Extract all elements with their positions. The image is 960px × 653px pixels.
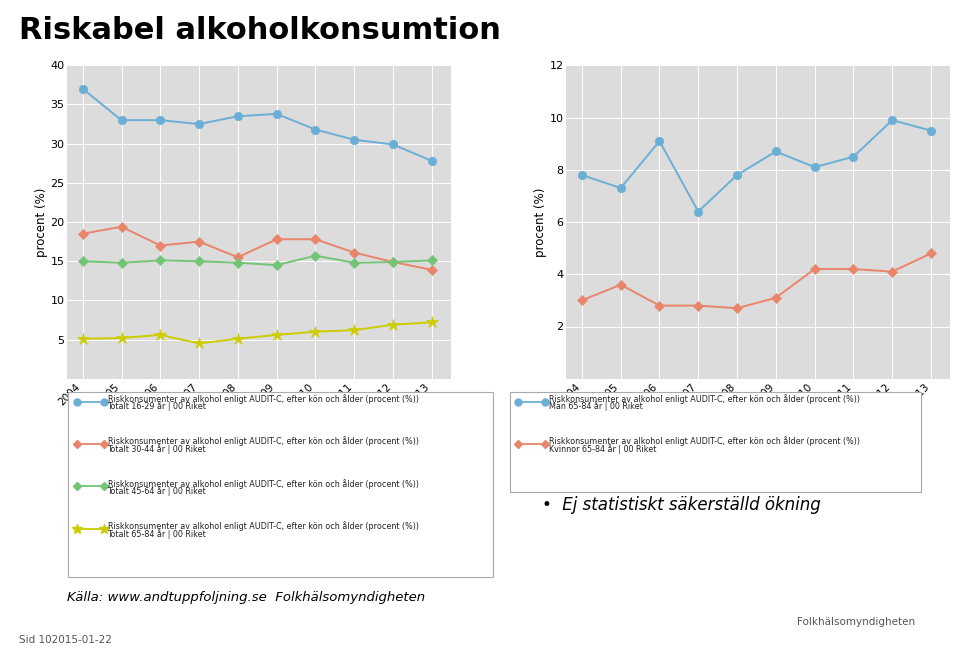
Text: Män 65-84 år | 00 Riket: Män 65-84 år | 00 Riket bbox=[549, 402, 643, 411]
Text: Riskabel alkoholkonsumtion: Riskabel alkoholkonsumtion bbox=[19, 16, 501, 45]
Text: Totalt 16-29 år | 00 Riket: Totalt 16-29 år | 00 Riket bbox=[108, 402, 206, 411]
Text: Riskkonsumenter av alkohol enligt AUDIT-C, efter kön och ålder (procent (%)): Riskkonsumenter av alkohol enligt AUDIT-… bbox=[108, 521, 419, 531]
Text: Folkhälsomyndigheten: Folkhälsomyndigheten bbox=[797, 617, 915, 627]
Text: Källa: www.andtuppfoljning.se  Folkhälsomyndigheten: Källa: www.andtuppfoljning.se Folkhälsom… bbox=[67, 591, 425, 604]
Text: Riskkonsumenter av alkohol enligt AUDIT-C, efter kön och ålder (procent (%)): Riskkonsumenter av alkohol enligt AUDIT-… bbox=[108, 479, 419, 488]
Text: Riskkonsumenter av alkohol enligt AUDIT-C, efter kön och ålder (procent (%)): Riskkonsumenter av alkohol enligt AUDIT-… bbox=[549, 436, 860, 446]
Text: Totalt 30-44 år | 00 Riket: Totalt 30-44 år | 00 Riket bbox=[108, 444, 206, 454]
Text: Totalt 45-64 år | 00 Riket: Totalt 45-64 år | 00 Riket bbox=[108, 486, 206, 496]
Text: Riskkonsumenter av alkohol enligt AUDIT-C, efter kön och ålder (procent (%)): Riskkonsumenter av alkohol enligt AUDIT-… bbox=[108, 394, 419, 404]
Text: Riskkonsumenter av alkohol enligt AUDIT-C, efter kön och ålder (procent (%)): Riskkonsumenter av alkohol enligt AUDIT-… bbox=[549, 394, 860, 404]
Text: •  Ej statistiskt säkerställd ökning: • Ej statistiskt säkerställd ökning bbox=[542, 496, 821, 515]
X-axis label: År: År bbox=[252, 409, 266, 422]
Y-axis label: procent (%): procent (%) bbox=[35, 187, 47, 257]
Text: Riskkonsumenter av alkohol enligt AUDIT-C, efter kön och ålder (procent (%)): Riskkonsumenter av alkohol enligt AUDIT-… bbox=[108, 436, 419, 446]
Text: Sid 102015-01-22: Sid 102015-01-22 bbox=[19, 635, 112, 645]
Y-axis label: procent (%): procent (%) bbox=[534, 187, 546, 257]
Text: Kvinnor 65-84 år | 00 Riket: Kvinnor 65-84 år | 00 Riket bbox=[549, 444, 657, 454]
X-axis label: År: År bbox=[752, 409, 765, 422]
Text: Totalt 65-84 år | 00 Riket: Totalt 65-84 år | 00 Riket bbox=[108, 529, 206, 539]
